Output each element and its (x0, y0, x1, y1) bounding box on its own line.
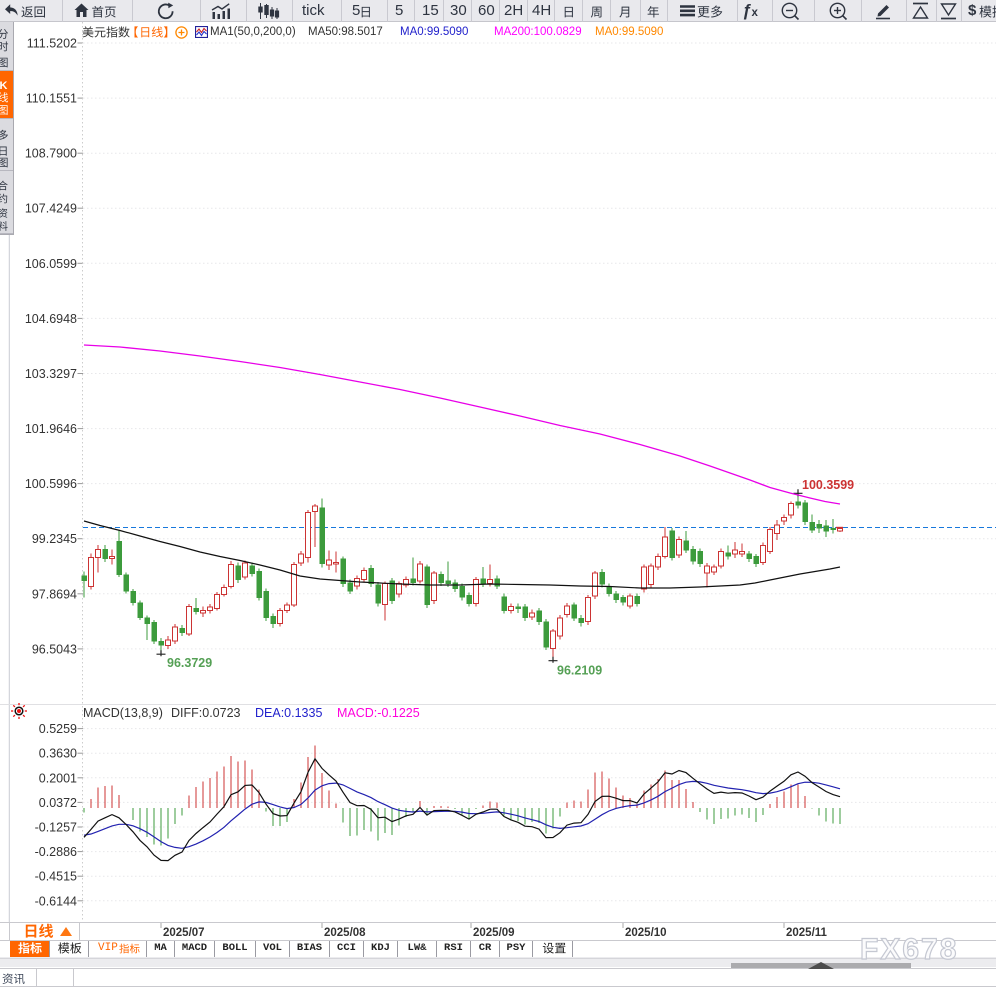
svg-text:110.1551: 110.1551 (26, 92, 77, 106)
svg-text:0.5259: 0.5259 (39, 722, 77, 736)
svg-text:104.6948: 104.6948 (25, 312, 77, 326)
svg-text:2025/07: 2025/07 (163, 927, 205, 939)
svg-text:2025/08: 2025/08 (324, 927, 366, 939)
svg-text:99.2345: 99.2345 (32, 532, 77, 546)
svg-text:97.8694: 97.8694 (32, 587, 77, 601)
svg-text:-0.1257: -0.1257 (35, 821, 77, 835)
svg-text:106.0599: 106.0599 (25, 257, 77, 271)
svg-text:-0.6144: -0.6144 (35, 894, 77, 908)
svg-text:107.4249: 107.4249 (25, 202, 77, 216)
svg-text:96.5043: 96.5043 (32, 642, 77, 656)
svg-text:-0.4515: -0.4515 (35, 870, 77, 884)
svg-text:103.3297: 103.3297 (25, 367, 77, 381)
svg-text:96.2109: 96.2109 (557, 664, 602, 678)
svg-text:2025/10: 2025/10 (625, 927, 667, 939)
svg-text:0.2001: 0.2001 (39, 771, 77, 785)
svg-text:0.3630: 0.3630 (39, 747, 77, 761)
svg-text:2025/09: 2025/09 (473, 927, 515, 939)
svg-text:0.0372: 0.0372 (39, 796, 77, 810)
svg-text:100.5996: 100.5996 (25, 477, 77, 491)
svg-text:100.3599: 100.3599 (802, 478, 854, 492)
svg-text:96.3729: 96.3729 (167, 656, 212, 670)
svg-text:108.7900: 108.7900 (25, 147, 77, 161)
svg-text:2025/11: 2025/11 (786, 927, 828, 939)
svg-text:101.9646: 101.9646 (25, 422, 77, 436)
svg-text:111.5202: 111.5202 (27, 37, 77, 51)
svg-text:-0.2886: -0.2886 (35, 845, 77, 859)
